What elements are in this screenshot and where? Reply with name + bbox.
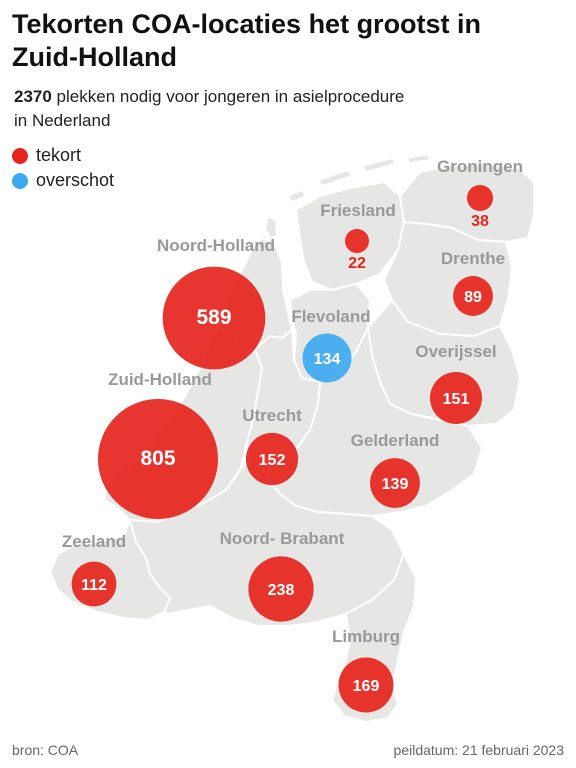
bubble-limburg bbox=[338, 657, 394, 713]
subtitle-number: 2370 bbox=[14, 87, 52, 106]
bubble-drenthe bbox=[453, 276, 493, 316]
bubble-zuid-holland bbox=[98, 399, 218, 519]
province-marker-gelderland: Gelderland 139 bbox=[351, 431, 440, 508]
value-label-flevoland: 134 bbox=[314, 351, 341, 368]
province-label-zuid-holland: Zuid-Holland bbox=[108, 370, 212, 389]
bubble-friesland bbox=[345, 229, 369, 253]
province-label-groningen: Groningen bbox=[437, 157, 523, 176]
value-label-utrecht: 152 bbox=[259, 452, 286, 469]
bubble-groningen bbox=[466, 184, 494, 212]
bubble-gelderland bbox=[370, 458, 420, 508]
source-text: bron: COA bbox=[12, 742, 79, 758]
legend-swatch-tekort bbox=[12, 147, 28, 164]
value-label-zuid-holland: 805 bbox=[140, 447, 175, 470]
province-marker-groningen: Groningen 38 bbox=[437, 157, 523, 230]
legend-label-tekort: tekort bbox=[36, 145, 82, 165]
value-label-limburg: 169 bbox=[353, 678, 380, 695]
bubble-zeeland bbox=[71, 561, 117, 607]
province-label-gelderland: Gelderland bbox=[351, 431, 440, 450]
province-label-zeeland: Zeeland bbox=[62, 532, 126, 551]
province-marker-zeeland: Zeeland 112 bbox=[62, 532, 126, 607]
legend-item-tekort: tekort bbox=[12, 145, 81, 166]
bubble-flevoland bbox=[302, 333, 352, 383]
province-label-friesland: Friesland bbox=[320, 201, 396, 220]
legend-label-overschot: overschot bbox=[36, 170, 115, 190]
island-shape-texel bbox=[264, 215, 278, 239]
subtitle-text: plekken nodig voor jongeren in asielproc… bbox=[14, 87, 405, 130]
bubble-noord-brabant bbox=[248, 556, 314, 622]
province-marker-flevoland: Flevoland 134 bbox=[291, 307, 371, 383]
bubble-utrecht bbox=[245, 432, 299, 486]
province-label-noord-brabant: Noord- Brabant bbox=[220, 529, 345, 548]
value-label-noord-holland: 589 bbox=[196, 306, 231, 329]
province-label-drenthe: Drenthe bbox=[441, 249, 505, 268]
province-label-flevoland: Flevoland bbox=[291, 307, 370, 326]
subtitle: 2370 plekken nodig voor jongeren in asie… bbox=[14, 85, 414, 133]
bubble-overijssel bbox=[430, 372, 482, 424]
province-marker-noord-holland: Noord-Holland 589 bbox=[157, 236, 275, 370]
value-label-friesland: 22 bbox=[348, 255, 366, 272]
province-marker-overijssel: Overijssel 151 bbox=[415, 342, 497, 424]
province-marker-limburg: Limburg 169 bbox=[332, 627, 400, 713]
value-label-overijssel: 151 bbox=[443, 391, 470, 408]
value-label-noord-brabant: 238 bbox=[268, 582, 295, 599]
province-label-overijssel: Overijssel bbox=[415, 342, 496, 361]
value-label-zeeland: 112 bbox=[81, 577, 107, 594]
island-shape-wadden-3 bbox=[361, 157, 397, 173]
province-marker-noord-brabant: Noord- Brabant 238 bbox=[220, 529, 345, 622]
island-shape-wadden-4 bbox=[405, 153, 431, 164]
province-marker-friesland: Friesland 22 bbox=[320, 201, 396, 272]
island-shape-wadden-1 bbox=[287, 189, 307, 203]
province-marker-zuid-holland: Zuid-Holland 805 bbox=[98, 370, 218, 519]
island-shape-wadden-2 bbox=[317, 169, 353, 187]
date-text: peildatum: 21 februari 2023 bbox=[393, 742, 564, 758]
page-title: Tekorten COA-locaties het grootst in Zui… bbox=[12, 9, 482, 72]
province-label-utrecht: Utrecht bbox=[242, 406, 302, 425]
value-label-drenthe: 89 bbox=[464, 289, 482, 306]
province-label-noord-holland: Noord-Holland bbox=[157, 236, 275, 255]
value-label-gelderland: 139 bbox=[382, 476, 409, 493]
legend-item-overschot: overschot bbox=[12, 170, 114, 191]
bubble-noord-holland bbox=[162, 266, 266, 370]
legend-swatch-overschot bbox=[12, 172, 28, 189]
province-marker-drenthe: Drenthe 89 bbox=[441, 249, 505, 316]
province-label-limburg: Limburg bbox=[332, 627, 400, 646]
province-marker-utrecht: Utrecht 152 bbox=[242, 406, 302, 486]
value-label-groningen: 38 bbox=[471, 213, 489, 230]
